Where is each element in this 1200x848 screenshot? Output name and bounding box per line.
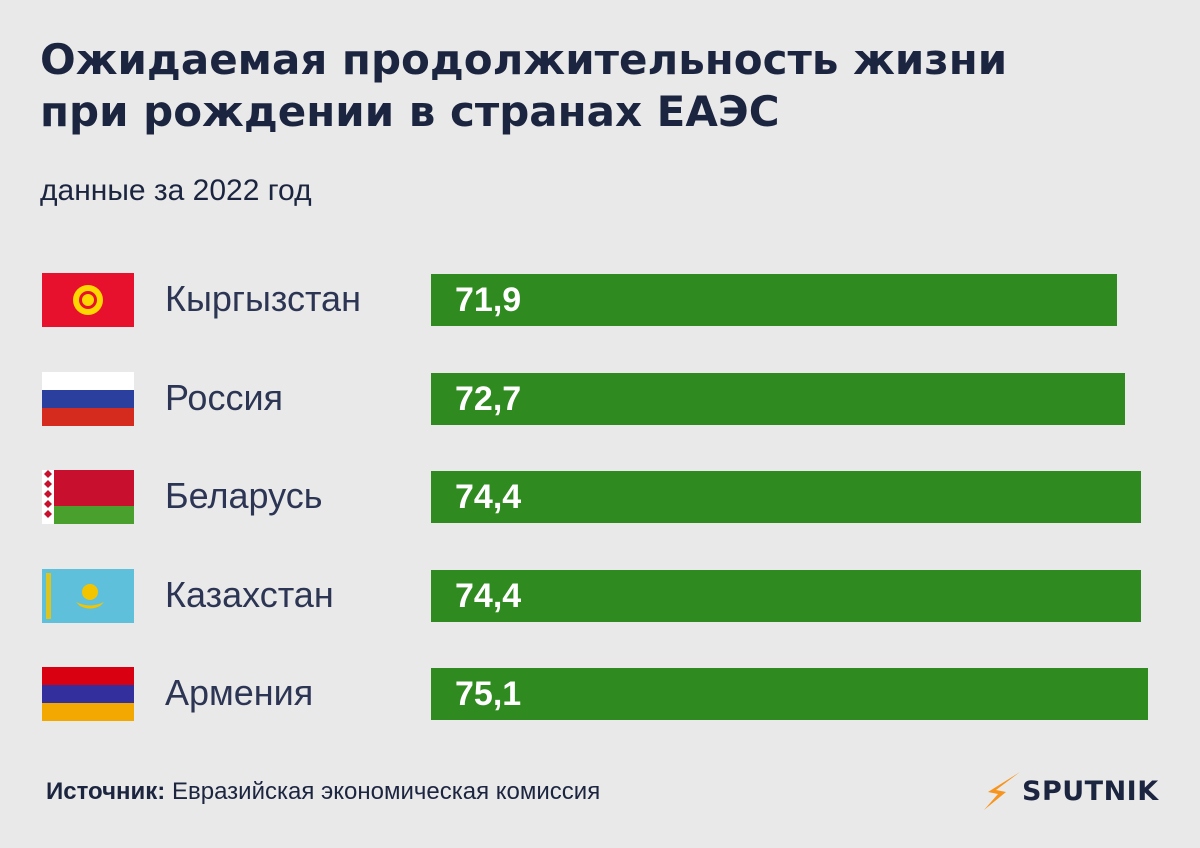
category-label: Беларусь <box>165 475 323 516</box>
kazakhstan-flag-icon <box>42 568 134 623</box>
bar: 74,4 <box>431 471 1141 523</box>
brand-name: SPUTNIK <box>1022 776 1159 807</box>
data-label: 74,4 <box>455 576 522 615</box>
title-line-1: Ожидаемая продолжительность жизни <box>40 35 1008 84</box>
sputnik-logo: SPUTNIK <box>984 770 1158 810</box>
source-text: Евразийская экономическая комиссия <box>171 778 601 805</box>
bar: 75,1 <box>431 668 1148 720</box>
data-label: 71,9 <box>455 281 522 319</box>
data-label: 72,7 <box>455 379 522 418</box>
chart-subtitle: данные за 2022 год <box>40 174 312 207</box>
title-line-2: при рождении в странах ЕАЭС <box>40 87 780 136</box>
belarus-flag-icon <box>42 470 134 524</box>
source-note: Источник: Евразийская экономическая коми… <box>46 778 600 806</box>
category-label: Россия <box>165 376 284 418</box>
russia-flag-icon <box>42 371 134 426</box>
source-label: Источник: <box>46 778 166 805</box>
armenia-flag-icon <box>42 667 134 721</box>
bar-row: Армения 75,1 <box>0 667 1200 721</box>
category-label: Кыргызстан <box>165 278 361 319</box>
sputnik-arrow-icon <box>984 772 1020 810</box>
data-label: 75,1 <box>455 675 522 713</box>
bar-row: Кыргызстан 71,9 <box>0 273 1200 327</box>
data-label: 74,4 <box>455 478 522 516</box>
bar-row: Россия 72,7 <box>0 371 1200 426</box>
bar: 71,9 <box>431 274 1117 326</box>
bar: 74,4 <box>431 569 1141 622</box>
chart-title: Ожидаемая продолжительность жизни при ро… <box>40 34 1140 138</box>
bar-row: Казахстан 74,4 <box>0 568 1200 623</box>
bar: 72,7 <box>431 372 1125 425</box>
category-label: Казахстан <box>165 573 334 615</box>
bar-row: Беларусь 74,4 <box>0 470 1200 524</box>
category-label: Армения <box>165 672 314 713</box>
kyrgyzstan-flag-icon <box>42 273 134 327</box>
